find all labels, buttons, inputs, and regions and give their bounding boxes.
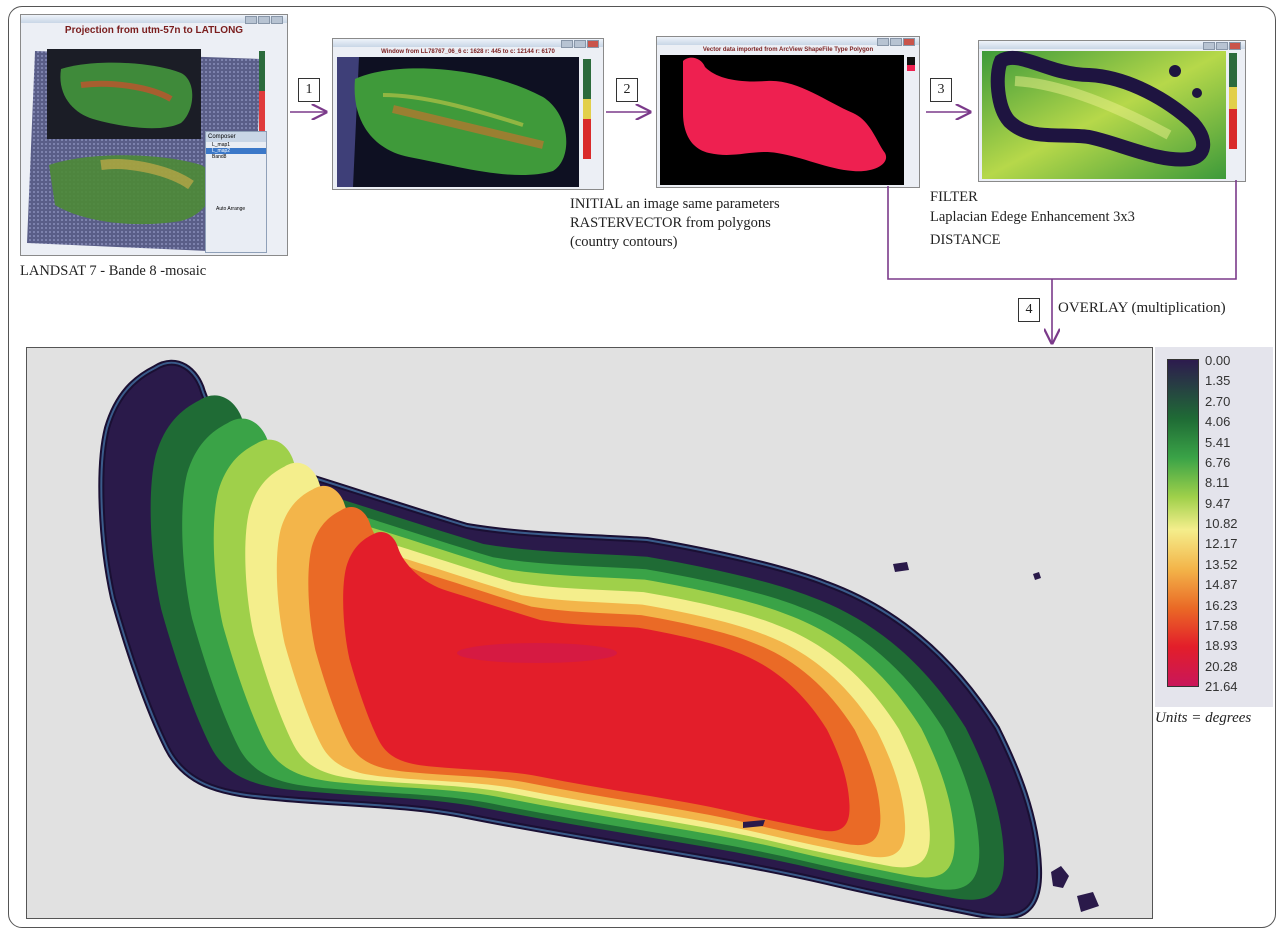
legend-tick-label: 20.28 xyxy=(1205,658,1238,674)
legend-tick-label: 14.87 xyxy=(1205,577,1238,593)
panel-title: Window from LL78767_06_6 c: 1628 r: 445 … xyxy=(381,49,555,55)
step-label-4: 4 xyxy=(1018,298,1040,322)
legend-tick-label: 5.41 xyxy=(1205,434,1231,450)
legend-tick-label: 12.17 xyxy=(1205,536,1238,552)
window-titlebar xyxy=(657,37,919,45)
panel-distance-image xyxy=(978,40,1246,182)
window-image xyxy=(337,57,591,187)
step-label-1: 1 xyxy=(298,78,320,102)
legend-tick-label: 2.70 xyxy=(1205,393,1231,409)
distance-image xyxy=(982,50,1237,179)
panel-landsat-window: Projection from utm-57n to LATLONG Compo… xyxy=(20,14,288,256)
layer-item[interactable]: Band8 xyxy=(212,154,227,160)
legend-units: Units = degrees xyxy=(1155,710,1252,726)
legend-tick-label: 9.47 xyxy=(1205,495,1231,511)
legend-tick-label: 21.64 xyxy=(1205,679,1238,694)
caption-rastervector: RASTERVECTOR from polygons xyxy=(570,215,771,231)
panel-window-image: Window from LL78767_06_6 c: 1628 r: 445 … xyxy=(332,38,604,190)
composer-title: Composer xyxy=(206,132,266,142)
overlay-label: OVERLAY (multiplication) xyxy=(1058,300,1226,316)
caption-laplacian: Laplacian Edege Enhancement 3x3 xyxy=(930,209,1135,225)
minimize-icon xyxy=(561,40,573,48)
legend-tick-label: 18.93 xyxy=(1205,638,1238,654)
landsat-mosaic-image xyxy=(27,49,265,253)
window-titlebar xyxy=(21,15,287,23)
window-titlebar xyxy=(333,39,603,47)
minimize-icon xyxy=(1203,42,1215,50)
caption-filter: FILTER xyxy=(930,189,978,205)
minimize-icon xyxy=(877,38,889,46)
panel-vector-image: Vector data imported from ArcView ShapeF… xyxy=(656,36,920,188)
legend-tick-label: 0.00 xyxy=(1205,353,1231,368)
legend-tick-label: 13.52 xyxy=(1205,556,1238,572)
step-label-2: 2 xyxy=(616,78,638,102)
maximize-icon xyxy=(574,40,586,48)
legend-tick-label: 16.23 xyxy=(1205,597,1238,613)
close-icon xyxy=(587,40,599,48)
legend-tick-label: 4.06 xyxy=(1205,414,1231,430)
caption-initial: INITIAL an image same parameters xyxy=(570,196,780,212)
legend-box: 0.00 1.35 2.70 4.06 5.41 6.76 8.11 9.47 10.82 12.… xyxy=(1155,347,1273,707)
legend-tick-label: 1.35 xyxy=(1205,373,1231,389)
raster-polygon-image xyxy=(660,55,915,185)
maximize-icon xyxy=(1216,42,1228,50)
legend-tick-label: 17.58 xyxy=(1205,617,1238,633)
legend-tick-label: 8.11 xyxy=(1205,475,1230,491)
close-icon xyxy=(271,16,283,24)
overlay-map-frame xyxy=(26,347,1153,919)
legend-tick-label: 10.82 xyxy=(1205,516,1238,531)
panel-title: Vector data imported from ArcView ShapeF… xyxy=(702,47,874,53)
maximize-icon xyxy=(890,38,902,46)
layer-item[interactable]: L_map1 xyxy=(212,142,231,148)
minimize-icon xyxy=(245,16,257,24)
composer-panel: Composer L_map1 L_map2 Band8 Auto Arrang… xyxy=(205,131,267,253)
caption-distance: DISTANCE xyxy=(930,232,1001,248)
overlay-map xyxy=(27,348,1099,918)
close-icon xyxy=(1229,42,1241,50)
legend-tick-label: 6.76 xyxy=(1205,454,1231,470)
maximize-icon xyxy=(258,16,270,24)
window-titlebar xyxy=(979,41,1245,49)
legend-color-ramp xyxy=(1167,359,1199,687)
auto-arrange-checkbox[interactable]: Auto Arrange xyxy=(216,206,246,212)
layer-item[interactable]: L_map2 xyxy=(206,148,266,154)
caption-landsat: LANDSAT 7 - Bande 8 -mosaic xyxy=(20,263,207,279)
close-icon xyxy=(903,38,915,46)
caption-contours: (country contours) xyxy=(570,234,678,250)
panel-title: Projection from utm-57n to LATLONG xyxy=(64,25,244,36)
step-label-3: 3 xyxy=(930,78,952,102)
